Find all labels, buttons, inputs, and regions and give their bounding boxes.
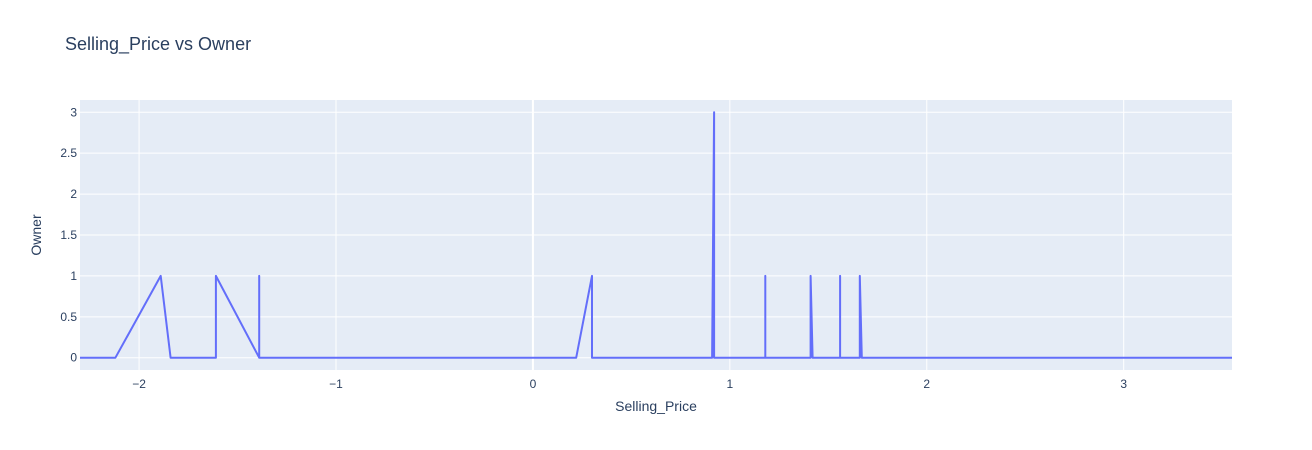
series-line <box>80 111 1232 359</box>
y-tick-label: 0.5 <box>60 310 77 324</box>
y-tick-label: 0 <box>70 351 77 365</box>
x-tick-label: 0 <box>530 377 537 391</box>
y-tick-label: 1 <box>70 269 77 283</box>
y-axis-ticks: 0 0.5 1 1.5 2 2.5 3 <box>60 105 77 364</box>
x-tick-label: −1 <box>329 377 343 391</box>
x-tick-label: 3 <box>1120 377 1127 391</box>
x-axis-label: Selling_Price <box>615 398 697 414</box>
chart-title: Selling_Price vs Owner <box>65 34 251 55</box>
y-tick-label: 3 <box>70 105 77 119</box>
x-tick-label: 2 <box>923 377 930 391</box>
x-tick-label: 1 <box>727 377 734 391</box>
y-tick-label: 2 <box>70 187 77 201</box>
x-axis-ticks: −2 −1 0 1 2 3 <box>132 377 1127 391</box>
y-axis-label: Owner <box>28 214 44 256</box>
x-tick-label: −2 <box>132 377 146 391</box>
y-tick-label: 1.5 <box>60 228 77 242</box>
y-tick-label: 2.5 <box>60 146 77 160</box>
